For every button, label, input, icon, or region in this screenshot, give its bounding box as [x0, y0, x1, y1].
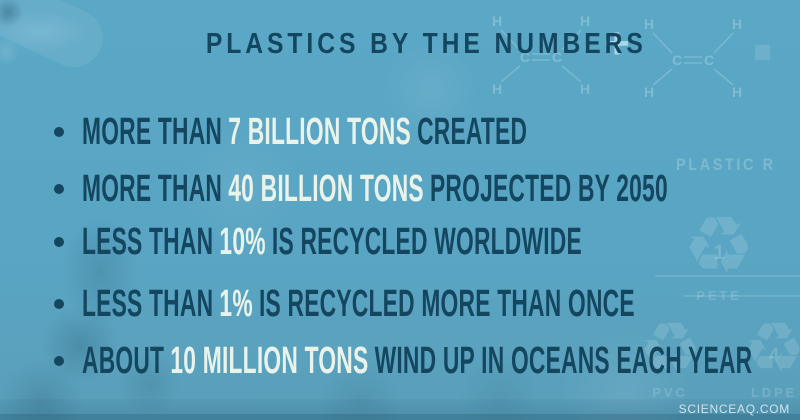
bullet-highlight: 10%	[219, 221, 266, 263]
bullet-text: MORE THAN 40 BILLION TONS PROJECTED BY 205…	[82, 169, 668, 209]
recycling-symbol-ldpe: ♻ 4 LDPE	[726, 313, 800, 400]
atom-h: H	[580, 81, 590, 97]
ethylene-molecule-icon: H H H H C C	[492, 13, 590, 97]
atom-c: C	[552, 49, 562, 65]
bullet-post: WIND UP IN OCEANS EACH YEAR	[374, 340, 753, 382]
recycle-icon: ♻	[683, 199, 755, 292]
atom-c: C	[704, 52, 714, 68]
bullet-dot-icon	[54, 237, 64, 247]
bullet-post: IS RECYCLED MORE THAN ONCE	[258, 283, 635, 325]
watermark: SCIENCEAQ.COM	[678, 402, 790, 416]
atom-h: H	[492, 13, 502, 29]
faint-rule	[655, 275, 800, 277]
bullet-post: PROJECTED BY 2050	[429, 168, 668, 210]
bullet-post: IS RECYCLED WORLDWIDE	[271, 221, 582, 263]
bullet-post: CREATED	[417, 111, 528, 153]
bullet-pre: ABOUT	[82, 340, 165, 382]
atom-c: C	[520, 49, 530, 65]
recycle-icon: ♻	[742, 307, 800, 389]
resin-code: 4	[768, 345, 779, 365]
bullet-pre: MORE THAN	[82, 168, 223, 210]
resin-label: PETE	[696, 288, 742, 303]
bullet-dot-icon	[54, 127, 64, 137]
resin-label: PVC	[652, 385, 688, 400]
atom-h: H	[580, 13, 590, 29]
bottom-band	[0, 399, 800, 414]
bullet-text: MORE THAN 7 BILLION TONS CREATED	[82, 112, 527, 152]
bullet-pre: LESS THAN	[82, 221, 214, 263]
atom-h: H	[644, 84, 654, 100]
faint-rule	[683, 295, 800, 297]
bullet-dot-icon	[54, 299, 64, 309]
bullet-highlight: 10 MILLION TONS	[170, 340, 369, 382]
recycling-symbol-pete: ♻ 1 PETE	[671, 199, 767, 304]
bullet-highlight: 7 BILLION TONS	[228, 111, 411, 153]
recycling-symbol-pvc: ♻ PVC	[622, 313, 718, 400]
atom-c: C	[672, 52, 682, 68]
faint-square	[755, 45, 770, 60]
atom-h: H	[732, 16, 742, 32]
recycle-icon: ♻	[638, 307, 702, 389]
page-title: PLASTICS BY THE NUMBERS	[205, 28, 647, 60]
bullet-text: ABOUT 10 MILLION TONS WIND UP IN OCEANS EA…	[82, 341, 752, 381]
background-plastic-text: PLASTIC R	[676, 155, 776, 174]
bullet-text: LESS THAN 10% IS RECYCLED WORLDWIDE	[82, 222, 582, 262]
bullet-highlight: 40 BILLION TONS	[228, 168, 424, 210]
ethylene-molecule-icon: H H H H C C	[644, 16, 742, 100]
resin-code: 1	[713, 242, 725, 264]
bullet-highlight: 1%	[219, 283, 253, 325]
bullet-text: LESS THAN 1% IS RECYCLED MORE THAN ONCE	[82, 284, 635, 324]
bottom-edge	[0, 414, 800, 420]
bullet-pre: MORE THAN	[82, 111, 223, 153]
atom-h: H	[492, 81, 502, 97]
bullet-dot-icon	[54, 356, 64, 366]
title-wrap: PLASTICS BY THE NUMBERS	[0, 24, 800, 64]
bullet-pre: LESS THAN	[82, 283, 214, 325]
bullet-dot-icon	[54, 184, 64, 194]
plus-icon: +	[604, 19, 630, 68]
resin-label: LDPE	[750, 385, 798, 400]
atom-h: H	[732, 84, 742, 100]
atom-h: H	[644, 16, 654, 32]
